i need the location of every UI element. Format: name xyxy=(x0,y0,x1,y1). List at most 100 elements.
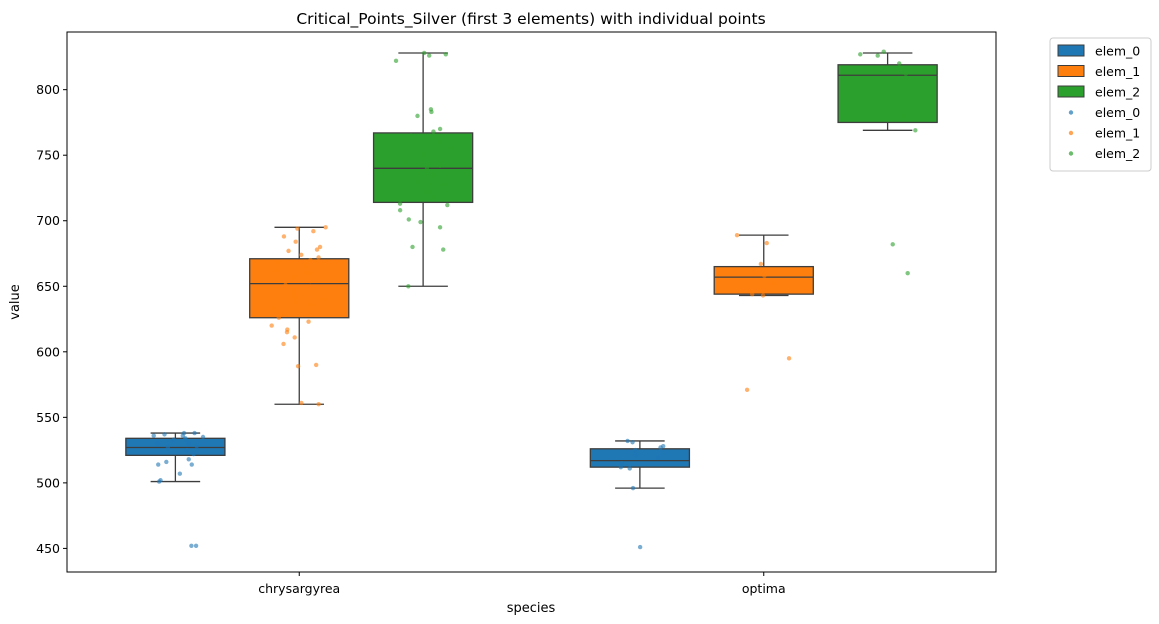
data-point-elem_0 xyxy=(186,441,191,446)
data-point-elem_2 xyxy=(445,202,450,208)
data-point-elem_1 xyxy=(274,268,279,273)
legend-swatch-box-elem_0 xyxy=(1057,44,1085,57)
data-point-elem_2 xyxy=(427,53,432,58)
data-point-elem_0 xyxy=(658,445,663,450)
data-point-elem_1 xyxy=(299,400,304,406)
x-tick-label: chrysargyrea xyxy=(258,581,340,596)
data-point-elem_0 xyxy=(619,461,624,466)
data-point-elem_1 xyxy=(303,270,308,276)
data-point-elem_1 xyxy=(308,257,313,263)
data-point-elem_1 xyxy=(290,286,295,292)
data-point-elem_2 xyxy=(441,181,446,187)
y-tick-label: 700 xyxy=(36,213,60,228)
data-point-elem_0 xyxy=(627,466,632,471)
box-elem_0-optima xyxy=(589,448,691,468)
legend-label-point: elem_2 xyxy=(1095,146,1140,161)
data-point-elem_0 xyxy=(154,441,160,446)
data-point-elem_0 xyxy=(182,437,188,442)
data-point-elem_1 xyxy=(306,319,311,324)
data-point-elem_1 xyxy=(292,335,297,340)
legend-swatch-point-elem_0 xyxy=(1068,110,1074,115)
data-point-elem_0 xyxy=(162,432,167,437)
data-point-elem_2 xyxy=(415,113,420,119)
data-point-elem_2 xyxy=(913,128,918,133)
data-point-elem_0 xyxy=(655,455,660,461)
data-point-elem_0 xyxy=(151,433,156,438)
data-point-elem_0 xyxy=(189,543,194,548)
chart-title: Critical_Points_Silver (first 3 elements… xyxy=(296,10,765,29)
data-point-elem_1 xyxy=(313,362,319,368)
box-elem_2-chrysargyrea xyxy=(372,132,474,204)
data-point-elem_1 xyxy=(302,264,307,269)
data-point-elem_2 xyxy=(890,242,895,247)
legend-swatch-point-elem_1 xyxy=(1068,130,1074,136)
data-point-elem_2 xyxy=(403,159,409,164)
data-point-elem_2 xyxy=(905,270,910,276)
data-point-elem_0 xyxy=(186,457,191,462)
box-elem_1-chrysargyrea xyxy=(249,258,350,319)
data-point-elem_1 xyxy=(786,356,792,361)
data-point-elem_1 xyxy=(316,402,321,407)
legend-swatch-box-elem_2 xyxy=(1057,85,1085,98)
data-point-elem_2 xyxy=(437,225,443,230)
legend-label-point: elem_1 xyxy=(1095,126,1140,141)
data-point-elem_1 xyxy=(295,226,300,231)
data-point-elem_2 xyxy=(406,284,411,289)
data-point-elem_1 xyxy=(321,297,327,302)
data-point-elem_1 xyxy=(764,240,769,246)
data-point-elem_1 xyxy=(760,293,766,298)
data-point-elem_1 xyxy=(762,273,767,278)
data-point-elem_2 xyxy=(420,153,425,158)
data-point-elem_2 xyxy=(415,179,421,184)
data-point-elem_0 xyxy=(164,459,169,465)
plot-area: 450 500 550 600 650 700 750 800 chrysargyrea opti… xyxy=(36,31,997,596)
legend-label-point: elem_0 xyxy=(1095,105,1140,120)
data-point-elem_2 xyxy=(441,247,446,252)
data-point-elem_1 xyxy=(276,315,281,320)
data-point-elem_1 xyxy=(758,261,764,267)
data-point-elem_1 xyxy=(770,281,776,286)
legend-swatch-point-elem_2 xyxy=(1068,151,1074,156)
data-point-elem_0 xyxy=(633,453,639,458)
legend: elem_0 elem_1 elem_2 elem_0 elem_1 elem_2 xyxy=(1049,37,1152,172)
data-point-elem_2 xyxy=(424,189,430,195)
data-point-elem_1 xyxy=(284,329,290,335)
axes-frame xyxy=(66,31,997,573)
data-point-elem_2 xyxy=(897,61,902,66)
y-tick-label: 750 xyxy=(36,148,60,163)
data-point-elem_0 xyxy=(633,447,638,453)
data-point-elem_1 xyxy=(269,323,274,328)
data-point-elem_2 xyxy=(431,129,436,134)
data-point-elem_1 xyxy=(292,294,297,299)
data-point-elem_2 xyxy=(881,49,886,54)
data-point-elem_1 xyxy=(291,290,296,296)
data-point-elem_1 xyxy=(283,311,288,316)
data-point-elem_1 xyxy=(317,244,323,250)
data-point-elem_2 xyxy=(421,50,427,56)
data-point-elem_2 xyxy=(431,194,437,200)
data-point-elem_0 xyxy=(177,471,183,476)
data-point-elem_0 xyxy=(625,438,630,444)
y-tick-label: 600 xyxy=(36,344,60,359)
box-elem_2-optima xyxy=(837,64,938,124)
legend-swatch-box-elem_1 xyxy=(1057,65,1085,77)
data-point-elem_0 xyxy=(156,479,162,484)
legend-label-box: elem_0 xyxy=(1095,44,1140,59)
data-point-elem_0 xyxy=(193,543,199,548)
data-point-elem_1 xyxy=(323,225,328,230)
data-point-elem_2 xyxy=(393,58,399,64)
y-tick-label: 500 xyxy=(36,475,60,490)
data-point-elem_0 xyxy=(194,443,199,449)
data-point-elem_1 xyxy=(308,278,313,284)
data-point-elem_1 xyxy=(270,306,275,311)
data-point-elem_1 xyxy=(286,248,291,254)
data-point-elem_2 xyxy=(903,71,909,77)
data-point-elem_1 xyxy=(308,302,313,307)
data-point-elem_0 xyxy=(171,437,176,442)
data-point-elem_2 xyxy=(437,126,443,132)
data-point-elem_2 xyxy=(430,172,435,178)
data-point-elem_2 xyxy=(397,201,403,206)
y-axis-label: value xyxy=(8,284,23,320)
data-point-elem_1 xyxy=(283,282,288,288)
x-tick-label: optima xyxy=(742,581,786,596)
